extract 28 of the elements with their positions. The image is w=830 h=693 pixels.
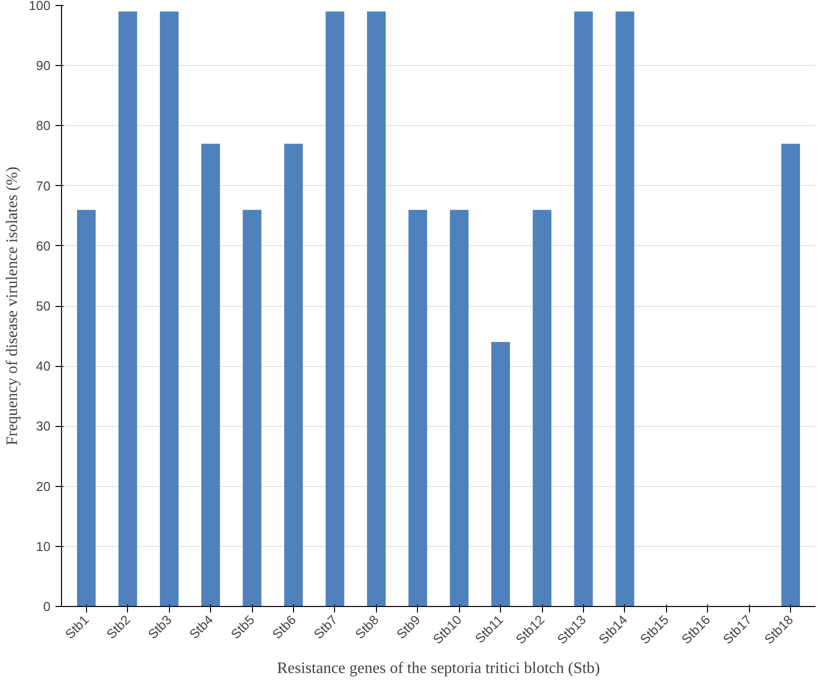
bar [616, 12, 634, 606]
bar [77, 210, 96, 606]
bar [491, 342, 510, 606]
x-axis-title: Resistance genes of the septoria tritici blotch (Stb) [276, 660, 600, 678]
y-tick-label: 10 [36, 538, 51, 554]
y-tick-label: 60 [36, 238, 51, 254]
bar [367, 12, 386, 606]
bar [284, 144, 303, 606]
bar [118, 12, 138, 606]
bar [160, 12, 179, 606]
y-tick-label: 50 [36, 298, 51, 314]
y-tick-label: 90 [36, 58, 51, 74]
bar [201, 144, 220, 606]
bar [574, 12, 593, 606]
y-tick-label: 0 [43, 599, 51, 614]
y-axis-title: Frequency of disease virulence isolates (%) [4, 166, 21, 446]
bar [242, 210, 262, 606]
bar [532, 210, 552, 606]
y-tick-label: 80 [36, 118, 51, 134]
y-tick-label: 70 [36, 178, 51, 194]
bar [408, 210, 428, 606]
bar [781, 144, 800, 606]
y-tick-label: 100 [28, 0, 51, 13]
bar [450, 210, 469, 606]
y-tick-label: 20 [36, 478, 51, 494]
bar [326, 12, 344, 606]
y-tick-label: 30 [36, 418, 51, 434]
y-tick-label: 40 [36, 358, 51, 374]
